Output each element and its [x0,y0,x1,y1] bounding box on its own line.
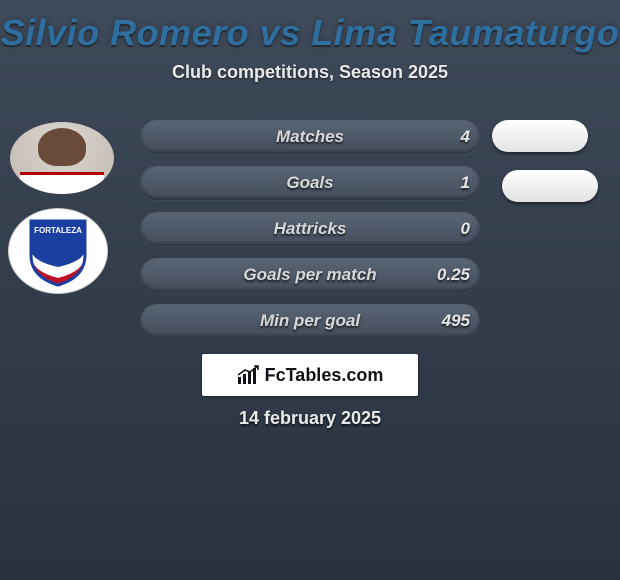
stat-value: 1 [140,166,470,200]
avatars-column: FORTALEZA [8,122,118,294]
comparison-card: Silvio Romero vs Lima Taumaturgo Club co… [0,0,620,580]
stat-row: Matches4 [140,120,480,154]
club-crest-icon: FORTALEZA [27,215,89,287]
generated-date: 14 february 2025 [0,408,620,429]
stat-bars: Matches4 Goals1 Hattricks0 Goals per match0… [140,120,480,350]
stat-value: 0.25 [140,258,470,292]
player-left-avatar [10,122,114,194]
crest-label: FORTALEZA [34,226,82,235]
stat-row: Goals per match0.25 [140,258,480,292]
stat-row: Min per goal495 [140,304,480,338]
stat-value: 495 [140,304,470,338]
page-title: Silvio Romero vs Lima Taumaturgo [0,12,620,54]
stat-value: 0 [140,212,470,246]
stat-row: Goals1 [140,166,480,200]
bar-chart-up-icon [237,365,259,385]
brand-text: FcTables.com [265,365,384,386]
stat-value: 4 [140,120,470,154]
stat-row: Hattricks0 [140,212,480,246]
player-left-shirt [20,172,104,194]
stat-pill-right [502,170,598,202]
player-right-avatar: FORTALEZA [8,208,108,294]
subtitle: Club competitions, Season 2025 [0,62,620,83]
brand-badge[interactable]: FcTables.com [202,354,418,396]
stat-pill-right [492,120,588,152]
